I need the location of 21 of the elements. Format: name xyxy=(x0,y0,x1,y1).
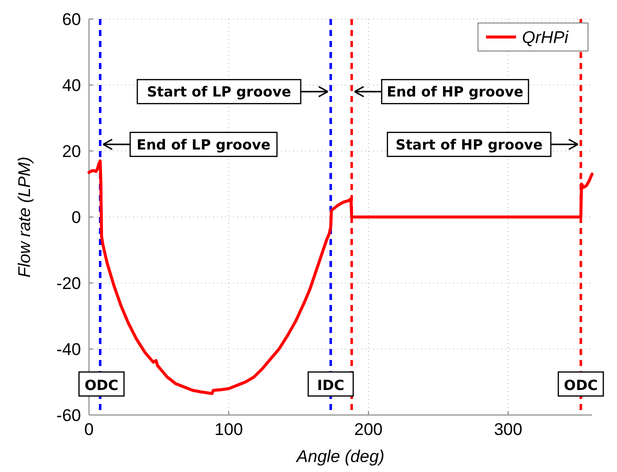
y-tick-label: 40 xyxy=(62,76,81,95)
x-tick-label: 300 xyxy=(494,420,522,439)
y-tick-label: -20 xyxy=(56,274,81,293)
ref-line-label: ODC xyxy=(84,378,118,394)
y-tick-label: 0 xyxy=(72,208,81,227)
ref-line-label: ODC xyxy=(564,378,598,394)
annotation: Start of HP groove xyxy=(396,137,543,154)
x-tick-label: 0 xyxy=(84,420,94,439)
annotation: Start of LP groove xyxy=(146,84,292,101)
y-tick-label: -40 xyxy=(56,340,81,359)
y-axis-title: Flow rate (LPM) xyxy=(15,156,34,278)
x-axis-title: Angle (deg) xyxy=(296,447,384,466)
legend-label: QrHPi xyxy=(522,28,570,47)
y-tick-label: 60 xyxy=(62,10,81,29)
annotation: End of HP groove xyxy=(386,84,524,101)
annotation: End of LP groove xyxy=(136,137,271,154)
x-tick-label: 200 xyxy=(354,420,383,439)
y-tick-label: -60 xyxy=(56,406,81,425)
ref-line-label: IDC xyxy=(317,378,344,394)
x-tick-label: 100 xyxy=(214,420,243,439)
y-tick-label: 20 xyxy=(62,142,81,161)
